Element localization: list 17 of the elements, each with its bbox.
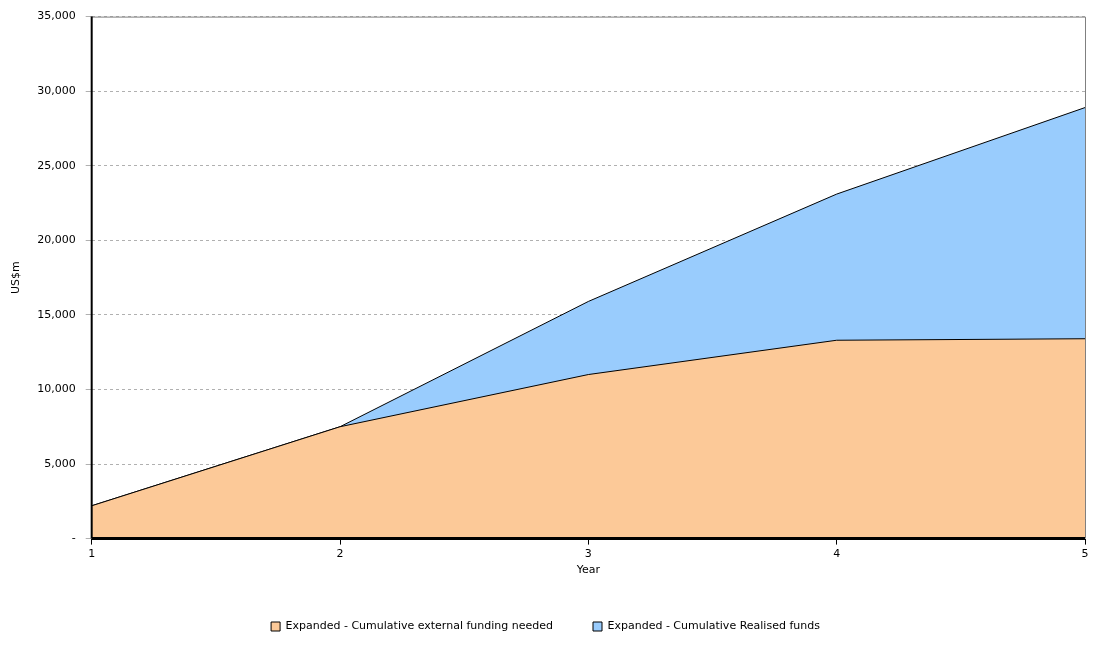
y-tick-label: 25,000 bbox=[37, 158, 76, 172]
y-tick-label: 20,000 bbox=[37, 233, 76, 247]
x-tick-label: 4 bbox=[833, 547, 841, 561]
y-axis-title: US$m bbox=[9, 261, 23, 294]
y-tick-label: 35,000 bbox=[37, 9, 76, 23]
x-tick-label: 5 bbox=[1081, 547, 1089, 561]
y-tick-label: - bbox=[71, 531, 76, 545]
x-tick-label: 1 bbox=[88, 547, 96, 561]
y-tick-label: 30,000 bbox=[37, 84, 76, 98]
legend-label: Expanded - Cumulative external funding needed bbox=[285, 619, 554, 633]
x-tick-label: 2 bbox=[336, 547, 344, 561]
y-tick-label: 15,000 bbox=[37, 307, 76, 321]
x-axis-title: Year bbox=[575, 563, 601, 577]
x-tick-label: 3 bbox=[584, 547, 592, 561]
y-tick-label: 10,000 bbox=[37, 382, 76, 396]
legend-label: Expanded - Cumulative Realised funds bbox=[607, 619, 821, 633]
y-tick-label: 5,000 bbox=[44, 456, 76, 470]
